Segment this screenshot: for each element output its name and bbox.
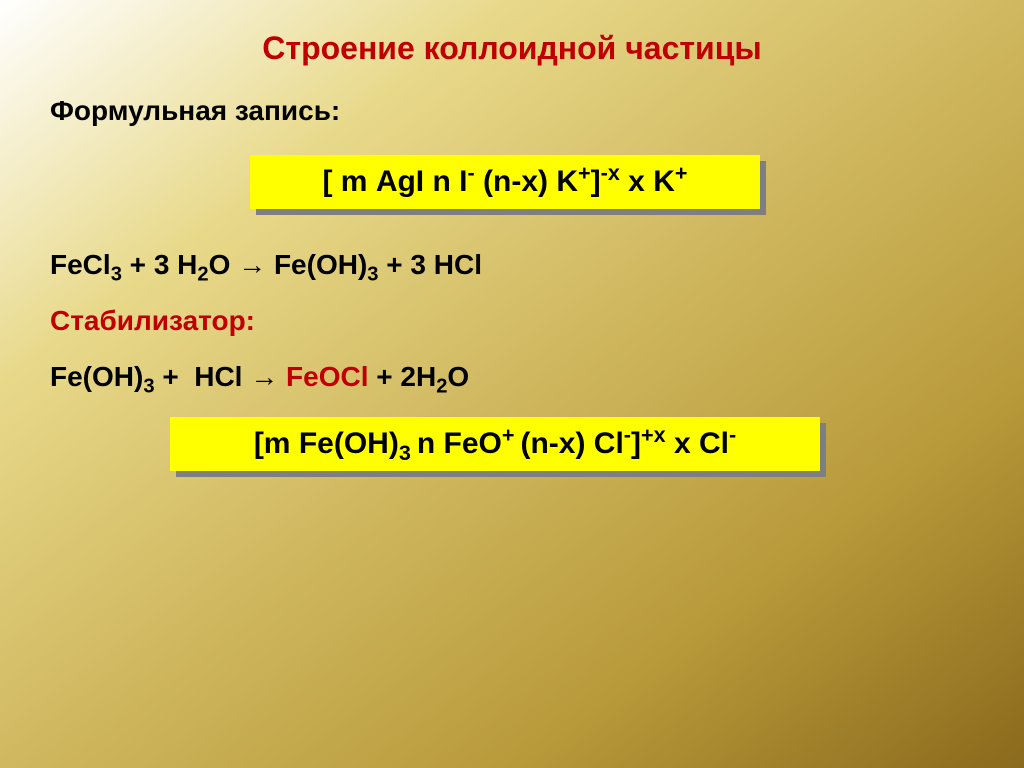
formula-content: [ m AgI n I- (n-x) K+]-x x K+ <box>250 155 760 209</box>
slide: Строение коллоидной частицы Формульная з… <box>0 0 1024 768</box>
stabilizer-label: Стабилизатор: <box>50 305 974 337</box>
equation-2: Fe(OH)3 + HCl → FeOCl + 2H2O <box>50 361 974 393</box>
slide-title: Строение коллоидной частицы <box>50 30 974 67</box>
formula-content: [m Fe(OH)3 n FeO+ (n-x) Cl-]+x x Cl- <box>170 417 820 471</box>
formula-box-2: [m Fe(OH)3 n FeO+ (n-x) Cl-]+x x Cl- <box>170 417 820 471</box>
equation-1: FeCl3 + 3 H2O → Fe(OH)3 + 3 HCl <box>50 249 974 281</box>
formula-box-1: [ m AgI n I- (n-x) K+]-x x K+ <box>250 155 760 209</box>
subtitle: Формульная запись: <box>50 95 974 127</box>
